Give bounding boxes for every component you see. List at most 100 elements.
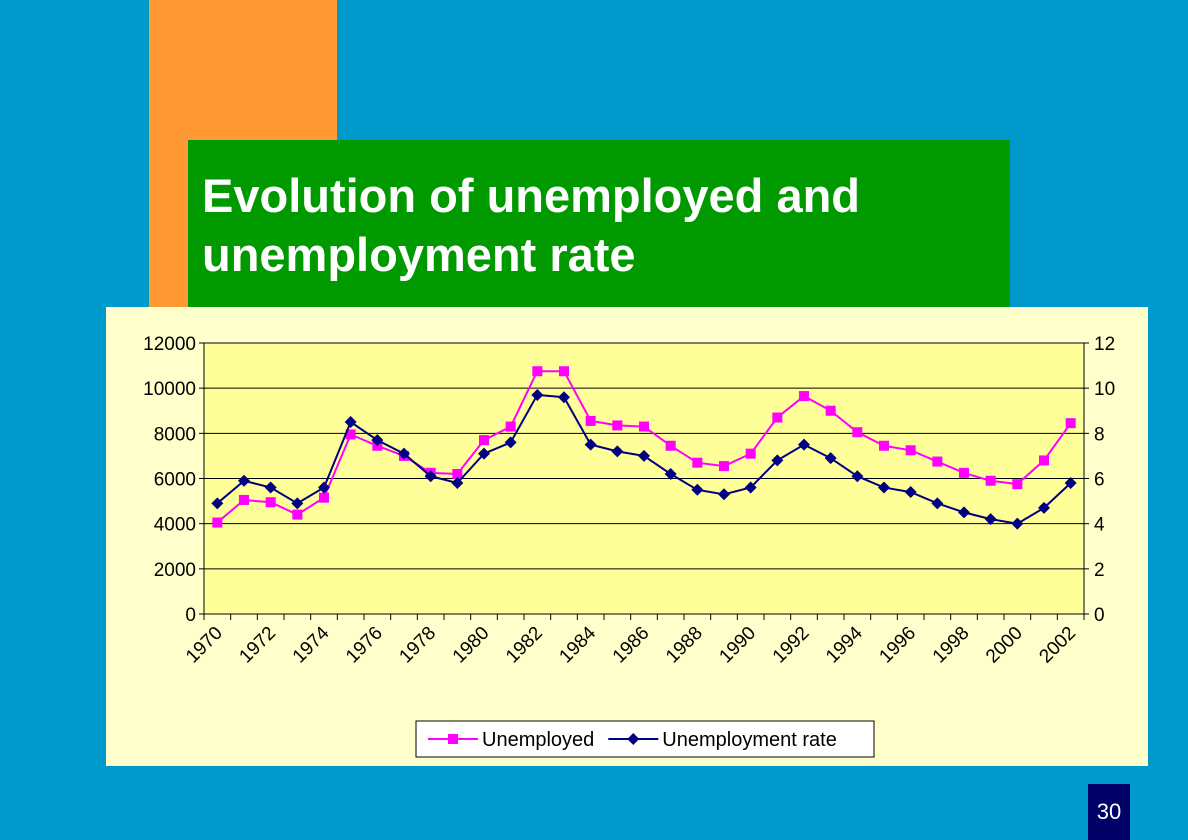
x-axis-tick-label: 1970 — [182, 623, 227, 668]
x-axis-tick-label: 1980 — [449, 623, 494, 668]
rate-point — [771, 454, 784, 467]
rate-point — [531, 388, 544, 401]
right-axis-tick-label: 6 — [1094, 470, 1105, 491]
unemployed-point — [559, 366, 569, 377]
left-axis-tick-label: 0 — [185, 605, 196, 626]
unemployed-point — [719, 461, 729, 472]
rate-point — [371, 434, 384, 447]
rate-point — [904, 486, 917, 499]
chart-panel: 0 2000 4000 6000 8000 10000 12000 0 2 4 6 8 10 12 1970… — [106, 307, 1148, 766]
rate-point — [478, 447, 490, 460]
rate-point — [264, 481, 277, 494]
unemployed-point — [292, 509, 303, 520]
unemployed-point — [985, 475, 996, 486]
x-axis-tick-label: 2002 — [1035, 623, 1080, 668]
unemployed-point — [319, 492, 329, 503]
unemployed-point — [505, 421, 516, 432]
unemployed-point — [639, 421, 649, 432]
rate-point — [584, 438, 597, 451]
rate-point — [1064, 477, 1077, 490]
left-axis-tick-label: 4000 — [154, 515, 196, 536]
x-axis-tick-label: 1996 — [875, 623, 920, 668]
unemployed-point — [1039, 455, 1049, 466]
rate-point — [744, 481, 757, 494]
rate-point — [1011, 517, 1024, 530]
title-box: Evolution of unemployed and unemployment… — [188, 140, 1010, 307]
right-axis-tick-label: 4 — [1094, 515, 1105, 536]
rate-point — [824, 452, 837, 465]
x-axis-tick-label: 1974 — [289, 622, 334, 667]
right-axis-tick-label: 8 — [1094, 424, 1105, 445]
rate-point — [344, 416, 357, 429]
rate-point — [318, 481, 330, 494]
rate-point — [851, 470, 864, 483]
x-axis-tick-label: 1978 — [395, 623, 440, 668]
rate-point — [558, 391, 570, 404]
unemployed-point — [345, 429, 356, 440]
left-axis-tick-label: 8000 — [154, 424, 196, 445]
legend-label-2: Unemployment rate — [662, 729, 837, 751]
x-axis-tick-label: 2000 — [982, 623, 1027, 668]
right-axis-tick-label: 10 — [1094, 379, 1115, 400]
slide-title: Evolution of unemployed and unemployment… — [202, 169, 860, 281]
left-axis-tick-label: 10000 — [143, 379, 196, 400]
unemployed-point — [1012, 479, 1023, 490]
rate-point — [424, 470, 437, 483]
rate-point — [931, 497, 944, 510]
unemployed-point — [692, 457, 703, 468]
unemployed-point — [665, 440, 676, 451]
unemployed-point — [905, 445, 916, 456]
right-axis-tick-label: 12 — [1094, 334, 1115, 355]
x-axis-tick-label: 1972 — [235, 623, 280, 668]
rate-point — [504, 436, 517, 449]
unemployed-point — [239, 494, 249, 505]
unemployed-point — [932, 456, 943, 467]
unemployed-point — [612, 420, 623, 431]
unemployed-point — [265, 497, 276, 508]
x-axis-tick-label: 1984 — [555, 622, 600, 667]
rate-point — [664, 467, 677, 480]
legend-marker-unemployed — [448, 734, 458, 744]
left-axis-tick-label: 12000 — [143, 334, 196, 355]
left-axis-tick-label: 2000 — [154, 560, 196, 581]
rate-point — [878, 481, 890, 494]
unemployed-point — [532, 366, 543, 377]
x-axis-tick-label: 1990 — [715, 623, 760, 668]
rate-point — [958, 506, 970, 519]
rate-point — [984, 513, 997, 526]
rate-point — [238, 474, 250, 487]
rate-point — [291, 497, 304, 510]
x-axis-tick-label: 1998 — [929, 623, 974, 668]
rate-point — [211, 497, 224, 510]
unemployed-point — [212, 517, 223, 528]
unemployed-point — [745, 448, 756, 459]
unemployed-point — [825, 405, 836, 416]
unemployment-chart: 0 2000 4000 6000 8000 10000 12000 0 2 4 6 8 10 12 1970… — [143, 334, 1115, 758]
x-axis-tick-label: 1982 — [502, 623, 547, 668]
slide-number: 30 — [1088, 784, 1130, 840]
unemployed-point — [852, 427, 863, 438]
rate-point — [398, 447, 410, 460]
rate-point — [1038, 501, 1050, 514]
unemployed-point — [879, 440, 889, 451]
unemployed-point — [585, 415, 596, 426]
x-axis-tick-label: 1992 — [769, 623, 814, 668]
legend-marker-rate — [627, 733, 640, 745]
right-axis-tick-label: 0 — [1094, 605, 1105, 626]
rate-point — [691, 483, 704, 496]
unemployed-point — [772, 412, 783, 423]
rate-point — [718, 488, 730, 501]
unemployed-point — [799, 391, 809, 402]
legend-label-1: Unemployed — [482, 729, 594, 751]
x-axis-tick-label: 1986 — [609, 623, 654, 668]
rate-point — [798, 438, 810, 451]
right-axis-tick-label: 2 — [1094, 560, 1105, 581]
rate-point — [451, 477, 464, 490]
unemployed-point — [1065, 418, 1076, 429]
x-axis-tick-label: 1994 — [822, 622, 867, 667]
unemployed-point — [452, 468, 463, 479]
unemployed-point — [479, 435, 489, 446]
x-axis-tick-label: 1988 — [662, 623, 707, 668]
rate-point — [611, 445, 624, 458]
left-axis-tick-label: 6000 — [154, 470, 196, 491]
